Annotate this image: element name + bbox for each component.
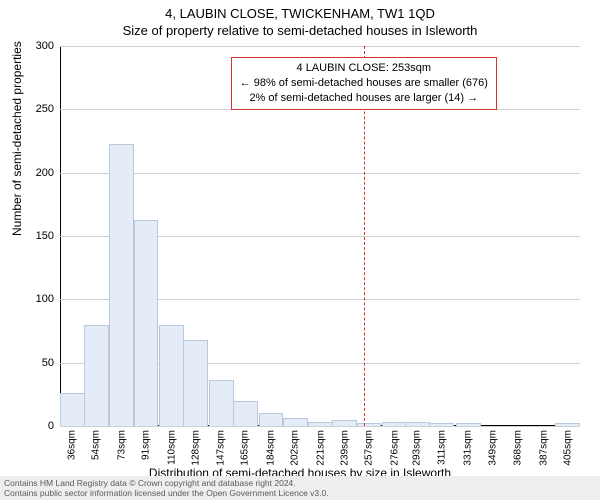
y-tick-label: 200 bbox=[26, 167, 54, 179]
x-tick-label: 239sqm bbox=[339, 430, 350, 466]
histogram-chart: 05010015020025030036sqm54sqm73sqm91sqm11… bbox=[60, 46, 580, 426]
histogram-bar bbox=[456, 423, 481, 426]
page-title-line1: 4, LAUBIN CLOSE, TWICKENHAM, TW1 1QD bbox=[0, 0, 600, 21]
histogram-bar bbox=[332, 420, 357, 426]
x-tick-label: 184sqm bbox=[265, 430, 276, 466]
histogram-bar bbox=[159, 325, 184, 426]
x-tick-label: 311sqm bbox=[436, 430, 447, 465]
gridline bbox=[60, 426, 580, 427]
histogram-bar bbox=[405, 422, 430, 426]
y-axis-label: Number of semi-detached properties bbox=[10, 41, 24, 236]
x-tick-label: 349sqm bbox=[487, 430, 498, 466]
x-tick-label: 128sqm bbox=[190, 430, 201, 466]
x-tick-label: 110sqm bbox=[166, 430, 177, 465]
histogram-bar bbox=[555, 423, 580, 426]
plot-area: 05010015020025030036sqm54sqm73sqm91sqm11… bbox=[60, 46, 580, 426]
x-tick-label: 165sqm bbox=[240, 430, 251, 466]
histogram-bar bbox=[109, 144, 134, 426]
histogram-bar bbox=[209, 380, 234, 426]
y-tick-label: 100 bbox=[26, 293, 54, 305]
x-tick-label: 91sqm bbox=[140, 430, 151, 460]
histogram-bar bbox=[60, 393, 85, 426]
y-tick-label: 300 bbox=[26, 40, 54, 52]
footer-line-1: Contains HM Land Registry data © Crown c… bbox=[4, 478, 596, 488]
annotation-line: ← 98% of semi-detached houses are smalle… bbox=[240, 76, 488, 91]
x-tick-label: 387sqm bbox=[538, 430, 549, 466]
histogram-bar bbox=[283, 418, 308, 426]
annotation-box: 4 LAUBIN CLOSE: 253sqm← 98% of semi-deta… bbox=[231, 57, 497, 110]
y-tick-label: 0 bbox=[26, 420, 54, 432]
y-tick-label: 50 bbox=[26, 357, 54, 369]
y-tick-label: 250 bbox=[26, 103, 54, 115]
y-tick-label: 150 bbox=[26, 230, 54, 242]
histogram-bar bbox=[84, 325, 109, 426]
x-tick-label: 293sqm bbox=[412, 430, 423, 466]
histogram-bar bbox=[429, 423, 454, 426]
x-tick-label: 221sqm bbox=[315, 430, 326, 466]
x-tick-label: 331sqm bbox=[463, 430, 474, 466]
x-tick-label: 36sqm bbox=[67, 430, 78, 460]
histogram-bar bbox=[259, 413, 284, 426]
x-tick-label: 202sqm bbox=[290, 430, 301, 466]
histogram-bar bbox=[382, 422, 407, 426]
x-tick-label: 73sqm bbox=[116, 430, 127, 460]
x-tick-label: 54sqm bbox=[91, 430, 102, 460]
x-tick-label: 405sqm bbox=[562, 430, 573, 466]
x-tick-label: 276sqm bbox=[389, 430, 400, 466]
x-tick-label: 147sqm bbox=[216, 430, 227, 466]
histogram-bar bbox=[308, 422, 333, 426]
annotation-line: 4 LAUBIN CLOSE: 253sqm bbox=[240, 61, 488, 76]
annotation-line: 2% of semi-detached houses are larger (1… bbox=[240, 91, 488, 106]
gridline bbox=[60, 173, 580, 174]
histogram-bar bbox=[357, 423, 382, 426]
histogram-bar bbox=[134, 220, 159, 426]
page-title-line2: Size of property relative to semi-detach… bbox=[0, 21, 600, 42]
gridline bbox=[60, 46, 580, 47]
footer-line-2: Contains public sector information licen… bbox=[4, 488, 596, 498]
x-tick-label: 257sqm bbox=[364, 430, 375, 466]
x-tick-label: 368sqm bbox=[513, 430, 524, 466]
attribution-footer: Contains HM Land Registry data © Crown c… bbox=[0, 476, 600, 500]
histogram-bar bbox=[233, 401, 258, 426]
histogram-bar bbox=[183, 340, 208, 426]
